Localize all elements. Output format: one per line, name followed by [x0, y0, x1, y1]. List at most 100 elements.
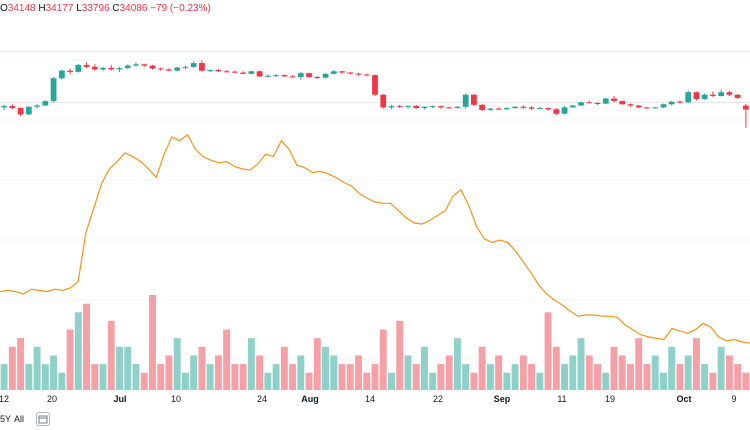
volume-bar: [91, 364, 99, 390]
candle-body: [75, 64, 82, 72]
volume-bar: [355, 355, 362, 390]
volume-bar: [280, 346, 288, 390]
range-5y-button[interactable]: 5Y: [0, 414, 12, 424]
volume-bar: [552, 346, 560, 390]
x-tick-label: 24: [257, 394, 267, 404]
volume-bar: [618, 355, 626, 390]
candle-body: [17, 108, 24, 115]
candle-body: [553, 109, 560, 114]
candle-body: [660, 104, 667, 108]
x-tick-label: 14: [365, 394, 375, 404]
volume-bar: [742, 372, 750, 390]
low-label: L: [76, 3, 82, 14]
candle-body: [190, 63, 197, 67]
volume-bar: [173, 338, 181, 390]
candle-body: [281, 75, 288, 77]
x-tick-label: Jul: [113, 394, 126, 404]
volume-bar: [561, 364, 569, 390]
candle-body: [734, 94, 741, 98]
volume-bar: [289, 364, 297, 390]
volume-bar: [41, 364, 49, 390]
volume-bar: [0, 364, 8, 390]
volume-bar: [264, 372, 272, 390]
volume-bar: [585, 355, 593, 390]
candle-body: [83, 64, 90, 67]
candle-body: [141, 64, 148, 66]
candle-body: [413, 105, 420, 109]
go-to-date-icon[interactable]: [36, 412, 50, 426]
volume-bar: [272, 364, 280, 390]
volume-bar: [676, 364, 684, 390]
volume-bar: [429, 372, 437, 390]
candle-body: [215, 70, 222, 72]
volume-bar: [305, 372, 313, 390]
candle-body: [240, 72, 247, 74]
candle-body: [685, 92, 692, 103]
volume-bar: [453, 338, 461, 390]
candle-body: [677, 101, 683, 103]
x-tick-label: 19: [605, 394, 615, 404]
candle-body: [602, 98, 609, 104]
volume-bar: [346, 364, 354, 390]
volume-bar: [214, 355, 222, 390]
volume-bar: [544, 312, 552, 390]
volume-bar: [717, 346, 725, 390]
x-tick-label: 12: [0, 394, 9, 404]
candle-body: [619, 101, 626, 105]
price-chart[interactable]: 12 20 Jul 10 24 Aug 14 22 Sep 11 19 Oct 9: [0, 0, 750, 410]
volume-bar: [247, 338, 255, 390]
candle-body: [578, 102, 584, 106]
volume-bar: [635, 338, 643, 390]
volume-bar: [124, 346, 132, 390]
candle-body: [108, 67, 115, 70]
high-value: 34177: [45, 3, 74, 14]
candle-body: [67, 70, 73, 72]
candle-body: [347, 72, 354, 74]
candle-body: [133, 64, 139, 66]
x-axis-ticks: 12 20 Jul 10 24 Aug 14 22 Sep 11 19 Oct 9: [0, 394, 737, 404]
candle-body: [100, 67, 106, 70]
volume-bar: [734, 364, 742, 390]
volume-bar: [709, 372, 717, 390]
volume-bar: [627, 364, 634, 390]
candle-body: [248, 71, 255, 74]
volume-bar: [190, 355, 198, 390]
volume-bar: [149, 295, 156, 390]
candle-body: [174, 67, 181, 71]
candle-body: [380, 94, 387, 108]
candle-body: [223, 71, 230, 73]
close-value: 34086: [119, 3, 148, 14]
candle-body: [1, 106, 8, 108]
volume-bar: [404, 355, 412, 390]
volume-bar: [371, 364, 379, 390]
candle-body: [479, 104, 486, 110]
candle-body: [701, 94, 708, 100]
volume-bar: [83, 303, 90, 390]
volume-bar: [231, 364, 239, 390]
change-value: −79 (−0.23%): [150, 3, 211, 14]
x-tick-label: Aug: [301, 394, 319, 404]
volume-bar: [445, 355, 453, 390]
candle-body: [503, 108, 510, 110]
candle-body: [652, 107, 659, 109]
volume-bar: [420, 346, 428, 390]
candle-body: [693, 92, 700, 100]
volume-bar: [495, 355, 503, 390]
candle-body: [34, 105, 40, 107]
candlesticks: [1, 60, 749, 128]
candle-body: [116, 68, 123, 70]
volume-bar: [8, 346, 16, 390]
volume-bar: [181, 372, 189, 390]
candle-body: [306, 73, 312, 77]
candle-body: [330, 71, 337, 74]
candle-body: [157, 68, 164, 70]
volume-bar: [239, 364, 247, 390]
candle-body: [256, 71, 263, 77]
volume-bar: [132, 364, 140, 390]
volume-bar: [363, 372, 371, 390]
candle-body: [182, 66, 189, 68]
range-all-button[interactable]: All: [14, 414, 25, 424]
candle-body: [512, 106, 518, 109]
candle-body: [545, 108, 551, 110]
volume-bar: [462, 364, 470, 390]
